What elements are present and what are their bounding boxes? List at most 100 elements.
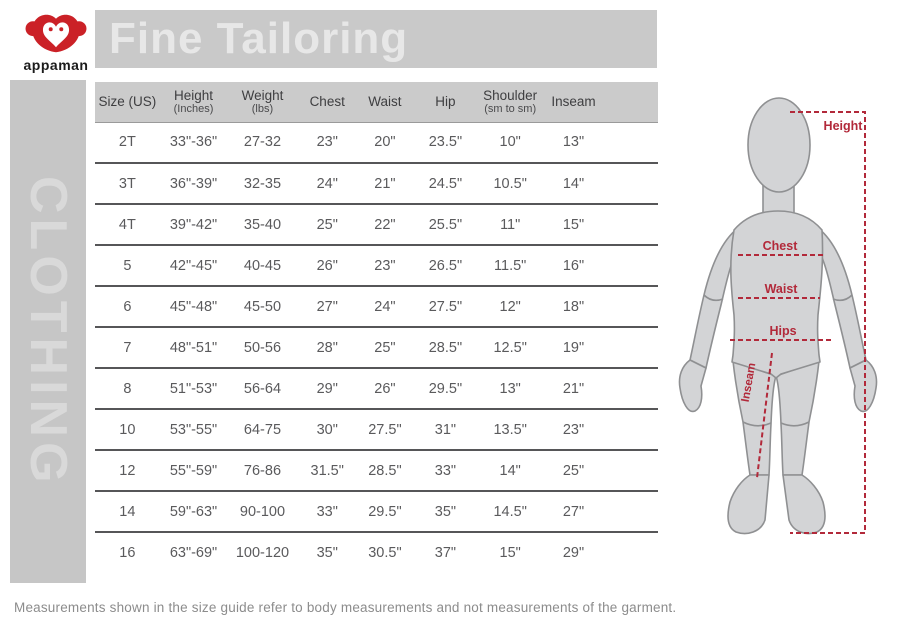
col-header-chest: Chest (309, 93, 345, 109)
col-header-hip: Hip (435, 93, 456, 109)
table-cell: 28" (316, 339, 338, 356)
table-cell: 19" (562, 339, 585, 356)
table-cell: 30" (316, 421, 338, 438)
col-header-height: Height (Inches) (173, 87, 214, 116)
table-cell: 51"-53" (169, 380, 218, 397)
table-row: 2T 33"-36" 27-32 23" 20" 23.5" 10" 13" (95, 122, 658, 163)
col-header-inseam: Inseam (551, 93, 596, 109)
table-cell: 30.5" (368, 545, 402, 561)
table-cell: 10" (499, 134, 521, 151)
mannequin-right-foot (782, 474, 826, 535)
mannequin-joint-lines (703, 294, 853, 427)
mannequin-figure (678, 97, 878, 535)
table-cell: 11.5" (494, 257, 527, 274)
size-note: Measurements shown in the size guide ref… (14, 600, 677, 615)
table-cell: 31" (434, 421, 457, 438)
table-cell: 35-40 (243, 216, 282, 233)
table-cell: 23" (374, 257, 396, 274)
table-cell: 13.5" (493, 421, 527, 438)
table-cell: 13" (499, 380, 521, 397)
table-cell: 33" (434, 462, 457, 479)
table-cell: 33"-36" (169, 134, 218, 151)
size-chart: Size (US) Height (Inches) Weight (lbs) Che… (95, 82, 658, 573)
table-row: 6 45"-48" 45-50 27" 24" 27.5" 12" 18" (95, 286, 658, 327)
table-cell: 45"-48" (169, 298, 218, 315)
table-cell: 25.5" (428, 216, 463, 233)
table-cell: 27" (316, 298, 338, 315)
table-row: 8 51"-53" 56-64 29" 26" 29.5" 13" 21" (95, 368, 658, 409)
table-cell: 25" (316, 216, 338, 233)
table-cell: 15" (562, 216, 585, 233)
table-cell: 27.5" (428, 298, 463, 315)
table-cell: 23" (316, 134, 338, 151)
inseam-measure-line (756, 352, 773, 479)
table-cell: 22" (374, 216, 396, 233)
category-sidebar: CLOTHING (10, 80, 86, 583)
table-cell: 100-120 (235, 545, 290, 561)
table-cell: 5 (123, 257, 132, 274)
chest-label: Chest (763, 239, 799, 253)
table-cell: 4T (118, 216, 136, 233)
table-row: 14 59"-63" 90-100 33" 29.5" 35" 14.5" 27" (95, 491, 658, 532)
table-cell: 37" (434, 545, 457, 561)
table-cell: 24" (316, 175, 338, 192)
table-row: 12 55"-59" 76-86 31.5" 28.5" 33" 14" 25" (95, 450, 658, 491)
table-cell: 26" (316, 257, 338, 274)
table-cell: 15" (499, 545, 521, 561)
table-cell: 28.5" (368, 462, 402, 479)
table-row: 16 63"-69" 100-120 35" 30.5" 37" 15" 29" (95, 532, 658, 573)
table-cell: 29.5" (428, 380, 463, 397)
table-cell: 10 (119, 421, 136, 438)
table-cell: 27.5" (368, 421, 402, 438)
brand-logo: appaman (14, 10, 98, 78)
title-banner: Fine Tailoring (95, 10, 657, 68)
table-row: 5 42"-45" 40-45 26" 23" 26.5" 11.5" 16" (95, 245, 658, 286)
table-row: 7 48"-51" 50-56 28" 25" 28.5" 12.5" 19" (95, 327, 658, 368)
monkey-logo-icon (25, 14, 87, 53)
table-cell: 21" (374, 175, 396, 192)
mannequin-left-hand (678, 359, 707, 413)
table-cell: 21" (562, 380, 585, 397)
table-cell: 23" (562, 421, 585, 438)
table-cell: 56-64 (243, 380, 282, 397)
table-cell: 11" (500, 216, 521, 233)
table-cell: 25" (562, 462, 585, 479)
table-cell: 12.5" (493, 339, 527, 356)
table-cell: 27-32 (243, 134, 282, 151)
table-cell: 36"-39" (169, 175, 218, 192)
table-cell: 31.5" (310, 462, 344, 479)
col-header-waist: Waist (368, 93, 402, 109)
table-cell: 29.5" (368, 503, 402, 520)
table-cell: 50-56 (243, 339, 282, 356)
table-cell: 32-35 (243, 175, 282, 192)
table-cell: 76-86 (243, 462, 282, 479)
table-cell: 8 (123, 380, 132, 397)
table-cell: 45-50 (243, 298, 282, 315)
table-cell: 14" (562, 175, 585, 192)
page-title: Fine Tailoring (109, 14, 409, 63)
table-header-row: Size (US) Height (Inches) Weight (lbs) Che… (95, 82, 658, 122)
table-cell: 7 (123, 339, 132, 356)
waist-label: Waist (765, 282, 799, 296)
table-cell: 39"-42" (169, 216, 218, 233)
table-cell: 3T (118, 175, 136, 192)
table-body: 2T 33"-36" 27-32 23" 20" 23.5" 10" 13" 3T 36"-39"… (95, 122, 658, 573)
table-cell: 27" (562, 503, 585, 520)
table-row: 4T 39"-42" 35-40 25" 22" 25.5" 11" 15" (95, 204, 658, 245)
table-cell: 26" (374, 380, 396, 397)
table-cell: 14" (499, 462, 521, 479)
table-cell: 48"-51" (169, 339, 218, 356)
table-cell: 24.5" (428, 175, 463, 192)
table-cell: 35" (434, 503, 457, 520)
table-cell: 16" (562, 257, 585, 274)
table-cell: 6 (123, 298, 132, 315)
table-cell: 90-100 (239, 503, 286, 520)
col-header-shoulder: Shoulder (sm to sm) (483, 87, 538, 116)
brand-name: appaman (23, 57, 89, 73)
hips-label: Hips (769, 324, 796, 338)
table-row: 10 53"-55" 64-75 30" 27.5" 31" 13.5" 23" (95, 409, 658, 450)
table-cell: 18" (562, 298, 585, 315)
table-cell: 24" (374, 298, 396, 315)
table-cell: 63"-69" (169, 545, 218, 561)
table-cell: 25" (374, 339, 396, 356)
